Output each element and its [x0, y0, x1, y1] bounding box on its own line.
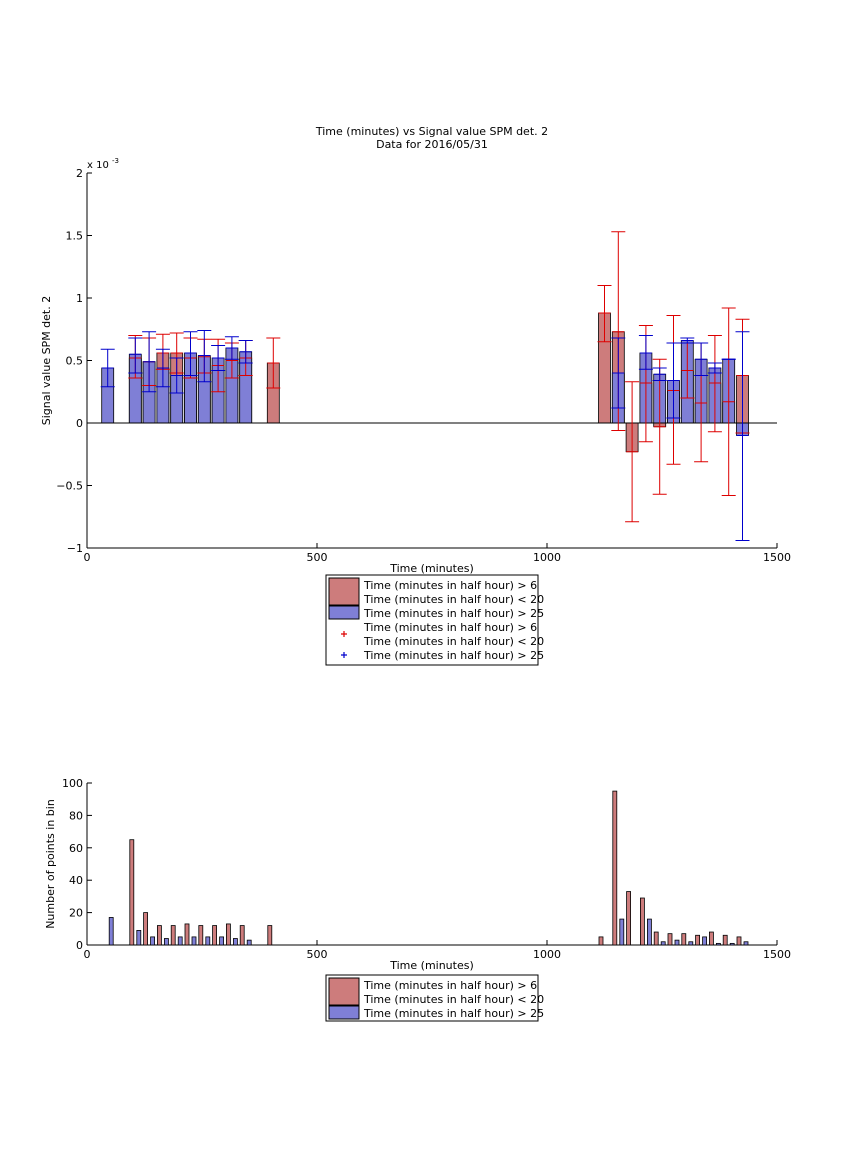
legend-marker-blue	[341, 652, 347, 658]
legend-label: Time (minutes in half hour) > 25	[363, 1007, 544, 1020]
y-tick-label: −0.5	[56, 480, 83, 493]
hist-bar-blue	[177, 936, 183, 946]
y-tick-label: 2	[76, 167, 83, 180]
hist-bar-red	[198, 925, 204, 946]
x-tick-label: 500	[307, 948, 328, 961]
hist-bar-blue	[246, 939, 252, 946]
hist-bar-red	[736, 936, 742, 946]
hist-bar-red	[722, 934, 728, 946]
y-tick-label: 60	[69, 842, 83, 855]
hist-bar-red	[653, 931, 659, 946]
x-axis-label: Time (minutes)	[389, 562, 474, 575]
legend-swatch-blue	[328, 1005, 360, 1020]
legend-box	[325, 974, 539, 1022]
legend-label: Time (minutes in half hour) > 6	[363, 621, 537, 634]
hist-bar-red	[626, 891, 631, 946]
x-tick-label: 500	[307, 551, 328, 564]
legend-label: Time (minutes in half hour) < 20	[363, 593, 544, 606]
chart-title-line2: Data for 2016/05/31	[376, 138, 488, 151]
legend-label: Time (minutes in half hour) > 6	[363, 579, 537, 592]
legend-label: Time (minutes in half hour) < 20	[363, 993, 544, 1006]
y-exponent-label: x 10	[87, 160, 109, 171]
y-exponent-power: -3	[112, 157, 119, 165]
hist-bar-blue	[136, 930, 142, 946]
hist-bar-blue	[674, 939, 680, 946]
hist-bar-blue	[716, 942, 721, 946]
hist-bar-blue	[702, 936, 707, 946]
hist-bar-red	[225, 923, 231, 946]
legend-label: Time (minutes in half hour) > 25	[363, 607, 544, 620]
hist-bar-blue	[205, 936, 211, 946]
hist-bar-blue	[191, 936, 197, 946]
y-axis-label: Number of points in bin	[44, 799, 57, 929]
legend-swatch-red	[328, 977, 360, 1006]
hist-bar-blue	[743, 941, 749, 946]
y-tick-label: 1.5	[66, 230, 84, 243]
hist-bar-blue	[660, 941, 666, 946]
legend-label: Time (minutes in half hour) > 25	[363, 649, 544, 662]
signal-plot: 0 500 1000 1500 −1 −0.5 0 0.5 1 1.5 2 Time (minutes…	[40, 157, 791, 575]
y-tick-label: −1	[67, 542, 83, 555]
hist-bar-red	[695, 934, 700, 946]
hist-bar-blue	[232, 938, 238, 946]
hist-bar-blue	[150, 936, 156, 946]
hist-bar-blue	[163, 938, 169, 946]
x-tick-label: 1000	[533, 948, 561, 961]
hist-bar-red	[612, 790, 618, 946]
hist-bar-blue	[647, 918, 652, 946]
x-tick-label: 0	[84, 948, 91, 961]
x-tick-label: 0	[84, 551, 91, 564]
hist-bar-blue	[108, 917, 114, 946]
y-tick-label: 40	[69, 874, 83, 887]
hist-bar-red	[598, 936, 604, 946]
y-tick-label: 1	[76, 292, 83, 305]
hist-bar-red	[640, 897, 645, 946]
hist-bar-red	[129, 839, 135, 946]
y-axis-label: Signal value SPM det. 2	[40, 296, 53, 426]
hist-bar-red	[212, 925, 218, 946]
y-tick-label: 100	[62, 777, 83, 790]
hist-bar-red	[156, 925, 162, 946]
chart-title-line1: Time (minutes) vs Signal value SPM det. …	[315, 125, 548, 138]
hist-bar-red	[170, 925, 176, 946]
hist-bar-red	[184, 923, 190, 946]
histogram-plot: 0 500 1000 1500 0 20 40 60 80 100 Time (minutes) Nu…	[44, 777, 791, 972]
hist-bar-red	[239, 925, 245, 946]
hist-bar-red	[267, 925, 273, 946]
legend-label: Time (minutes in half hour) < 20	[363, 635, 544, 648]
legend-label: Time (minutes in half hour) > 6	[363, 979, 537, 992]
y-tick-label: 20	[69, 907, 83, 920]
x-tick-label: 1500	[763, 551, 791, 564]
hist-bar-red	[143, 912, 149, 946]
hist-bar-blue	[729, 942, 735, 946]
hist-bar-blue	[688, 941, 694, 946]
legend-swatch-blue	[328, 605, 360, 620]
hist-bar-red	[709, 931, 714, 946]
legend-swatch-red	[328, 577, 360, 606]
y-tick-label: 0.5	[66, 355, 84, 368]
y-tick-label: 0	[76, 939, 83, 952]
hist-bar-blue	[619, 918, 625, 946]
hist-bar-red	[667, 933, 673, 946]
hist-bar-red	[681, 933, 687, 946]
x-axis-label: Time (minutes)	[389, 959, 474, 972]
x-tick-label: 1000	[533, 551, 561, 564]
y-tick-label: 0	[76, 417, 83, 430]
legend-box	[325, 574, 539, 666]
x-tick-label: 1500	[763, 948, 791, 961]
hist-bar-blue	[219, 936, 225, 946]
legend-marker-red	[341, 631, 347, 637]
y-tick-label: 80	[69, 809, 83, 822]
